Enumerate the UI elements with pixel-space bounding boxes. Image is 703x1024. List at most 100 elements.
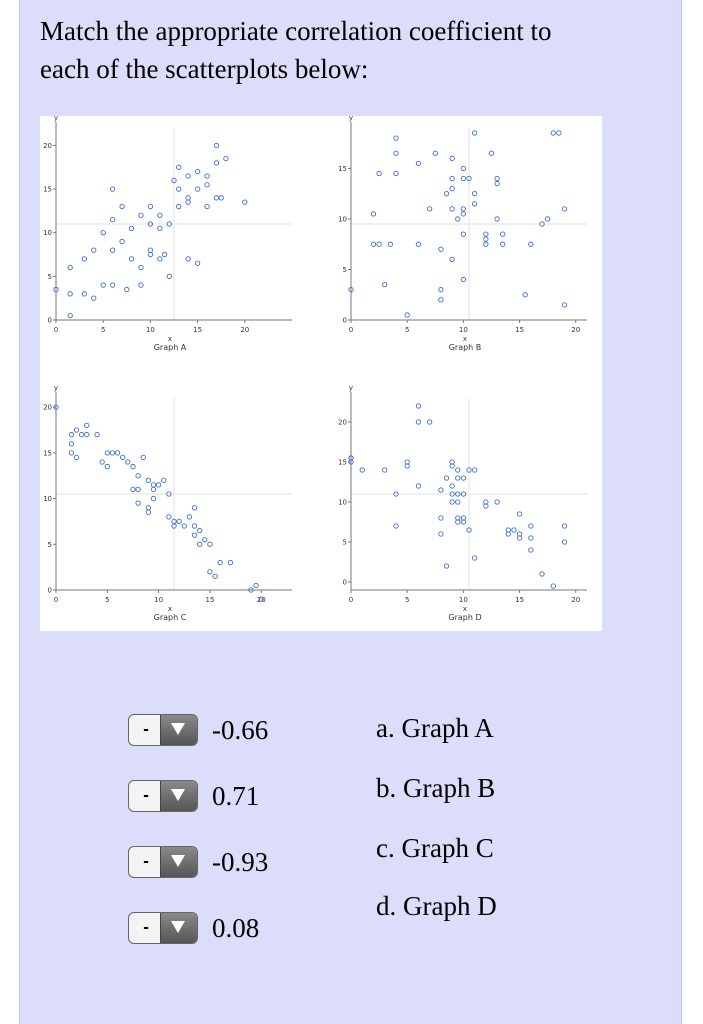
scatter-point — [79, 431, 85, 438]
y-tick-label: 10 — [43, 229, 52, 237]
y-tick-label: 5 — [343, 539, 347, 547]
y-tick-label: 15 — [43, 186, 52, 194]
scatter-point — [81, 256, 87, 262]
dropdown-arrow-icon[interactable] — [160, 781, 197, 811]
scatter-point — [166, 491, 172, 497]
scatter-point — [119, 203, 125, 210]
scatter-point — [100, 282, 106, 288]
y-tick-label: 5 — [48, 541, 52, 549]
scatter-point — [120, 454, 126, 461]
scatter-point — [494, 499, 500, 505]
scatter-point — [109, 216, 116, 223]
y-axis-label: y — [54, 384, 58, 392]
scatter-point — [68, 450, 75, 456]
y-tick-label: 10 — [338, 499, 347, 507]
scatter-point — [466, 467, 472, 473]
x-tick-label: 15 — [193, 326, 202, 334]
scatter-point — [455, 491, 461, 497]
x-tick-label: 20 — [571, 596, 580, 604]
y-tick-label: 0 — [48, 587, 52, 595]
scatter-point — [145, 509, 151, 515]
x-tick-label: 0 — [349, 596, 353, 604]
scatter-point — [91, 247, 97, 253]
question-line-1: Match the appropriate correlation coeffi… — [40, 16, 552, 46]
scatter-point — [376, 170, 382, 177]
scatter-point — [471, 191, 478, 197]
scatter-point — [550, 130, 556, 136]
coefficient-3-select[interactable]: - — [128, 846, 198, 878]
coefficient-4-select[interactable]: - — [128, 912, 198, 944]
x-tick-label: 10 — [146, 326, 155, 334]
y-axis-label: y — [54, 114, 58, 122]
scatter-point — [449, 175, 455, 182]
scatter-point — [53, 286, 59, 293]
select-value: - — [143, 788, 149, 804]
scatter-point — [393, 170, 399, 177]
y-tick-label: 0 — [48, 317, 52, 325]
scatter-point — [176, 203, 182, 210]
match-row-1: - -0.66 — [128, 714, 328, 750]
y-axis-label: y — [349, 114, 353, 122]
scatter-point — [471, 130, 478, 136]
y-axis-label: y — [349, 384, 353, 392]
dropdown-arrow-icon[interactable] — [160, 715, 197, 745]
scatter-point — [449, 256, 455, 263]
scatter-point — [213, 195, 220, 201]
scatter-point — [176, 164, 182, 170]
coefficient-1-select[interactable]: - — [128, 714, 198, 746]
scatter-point — [370, 211, 377, 217]
scatter-point — [460, 276, 467, 283]
scatter-point — [449, 155, 455, 161]
coefficient-2-select[interactable]: - — [128, 780, 198, 812]
scatter-point — [528, 547, 534, 553]
match-row-3: - -0.93 — [128, 846, 328, 882]
coefficient-label: 0.71 — [212, 781, 260, 811]
scatter-point — [213, 142, 220, 149]
scatter-point — [125, 459, 131, 465]
scatter-point — [455, 467, 461, 473]
scatter-point — [218, 195, 224, 201]
scatter-point — [516, 511, 523, 517]
scatter-point — [359, 467, 365, 473]
scatter-point — [185, 199, 191, 205]
scatter-point — [68, 441, 75, 447]
x-tick-label: 20 — [257, 596, 266, 604]
scatter-point — [455, 475, 461, 481]
x-axis-label: x — [168, 335, 172, 343]
scatter-point — [138, 212, 144, 218]
select-value: - — [143, 920, 149, 936]
scatter-point — [449, 185, 455, 192]
scatter-point — [449, 483, 455, 489]
scatter-point — [511, 527, 517, 533]
scatter-point — [528, 535, 534, 541]
scatter-point — [545, 216, 551, 222]
scatter-point — [204, 182, 210, 188]
coefficient-label: 0.08 — [212, 913, 260, 943]
dropdown-arrow-icon[interactable] — [160, 913, 197, 943]
scatter-point — [67, 264, 73, 271]
scatter-point — [348, 455, 354, 461]
graph-title: Graph B — [449, 343, 482, 352]
scatter-point — [212, 573, 218, 579]
scatter-point — [415, 419, 422, 425]
scatter-point — [561, 302, 568, 308]
scatter-point — [147, 247, 154, 253]
x-tick-label: 0 — [54, 326, 58, 334]
question-panel: Match the appropriate correlation coeffi… — [19, 0, 682, 1024]
scatter-point — [171, 177, 177, 184]
question-text: Match the appropriate correlation coeffi… — [40, 12, 660, 88]
scatter-point — [202, 537, 208, 543]
scatter-point — [432, 150, 438, 156]
scatter-point — [483, 241, 489, 247]
answer-graph-d: d. Graph D — [376, 891, 497, 921]
dropdown-arrow-icon[interactable] — [160, 847, 197, 877]
scatter-point — [443, 475, 450, 481]
scatter-point — [150, 495, 157, 502]
scatter-point — [550, 583, 556, 589]
scatter-point — [109, 282, 116, 288]
scatter-point — [217, 559, 223, 566]
scatter-point — [348, 287, 354, 293]
scatter-point — [145, 505, 151, 511]
x-axis-label: x — [463, 335, 467, 343]
scatter-point — [248, 587, 254, 593]
